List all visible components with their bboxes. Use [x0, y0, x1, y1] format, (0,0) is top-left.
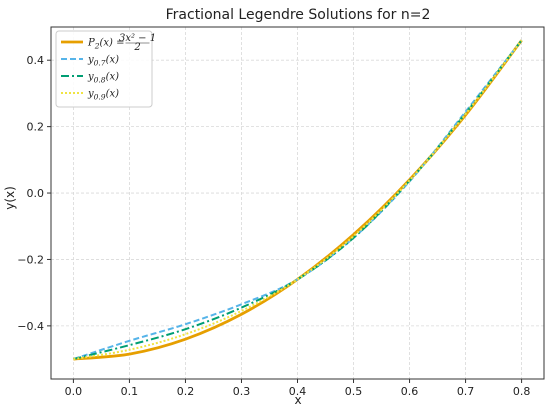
x-tick-label: 0.1 — [121, 385, 139, 398]
series-line-0 — [73, 39, 523, 361]
y-axis-label: y(x) — [3, 186, 17, 210]
x-tick-label: 0.8 — [513, 385, 531, 398]
y-tick-label: −0.2 — [17, 253, 44, 266]
x-tick-label: 0.7 — [457, 385, 475, 398]
legend-fraction-denominator: 2 — [133, 42, 140, 53]
y-tick-label: −0.4 — [17, 320, 44, 333]
x-tick-label: 0.6 — [401, 385, 419, 398]
series-layer — [73, 39, 523, 361]
legend: P2(x) = 3x² − 12 y0.7(x) y0.8(x) y0.9(x) — [55, 30, 156, 108]
y-tick-label: 0.0 — [27, 187, 45, 200]
legend-box — [55, 30, 153, 108]
x-tick-label: 0.5 — [345, 385, 363, 398]
legend-label: y0.7(x) — [87, 55, 119, 68]
x-axis-label: x — [294, 393, 301, 407]
legend-fraction-numerator: 3x² − 1 — [119, 33, 156, 44]
y-tick-label: 0.2 — [27, 121, 45, 134]
x-tick-label: 0.0 — [65, 385, 83, 398]
y-tick-label: 0.4 — [27, 54, 45, 67]
legend-label: P2(x) = — [87, 38, 125, 51]
x-tick-label: 0.2 — [177, 385, 195, 398]
legend-label: y0.9(x) — [87, 89, 119, 102]
legend-label: y0.8(x) — [87, 72, 119, 85]
chart-title: Fractional Legendre Solutions for n=2 — [166, 7, 431, 23]
x-axis: 0.0 0.1 0.2 0.3 0.4 0.5 0.6 0.7 0.8 — [65, 379, 531, 398]
y-axis: −0.4 −0.2 0.0 0.2 0.4 — [17, 54, 51, 333]
x-tick-label: 0.4 — [289, 385, 307, 398]
grid — [51, 27, 544, 379]
x-tick-label: 0.3 — [233, 385, 251, 398]
